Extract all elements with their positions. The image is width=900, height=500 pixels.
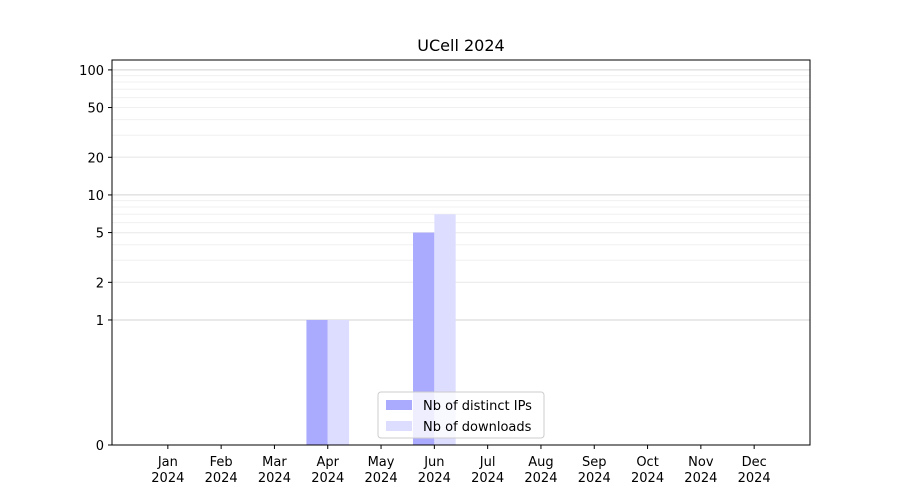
x-tick-label-month: Oct <box>636 455 658 470</box>
legend-box <box>377 391 545 439</box>
legend-swatch <box>386 421 412 431</box>
legend: Nb of distinct IPs Nb of downloads <box>377 391 545 439</box>
x-tick-label-month: Mar <box>262 455 287 470</box>
x-tick-label-year: 2024 <box>418 471 451 486</box>
y-tick-label: 50 <box>87 102 104 117</box>
legend-label: Nb of downloads <box>423 420 532 435</box>
bar-nb-of-distinct-ips-apr <box>306 319 328 445</box>
x-tick-label-year: 2024 <box>631 471 664 486</box>
chart-title: UCell 2024 <box>417 36 504 55</box>
x-tick-label-year: 2024 <box>258 471 291 486</box>
x-tick-label-year: 2024 <box>524 471 557 486</box>
y-tick-label: 2 <box>96 276 104 291</box>
x-tick-label-month: May <box>368 455 395 470</box>
x-tick-label-year: 2024 <box>205 471 238 486</box>
y-tick-label: 1 <box>96 314 104 329</box>
x-tick-label-month: Sep <box>582 455 607 470</box>
x-tick-label-month: Dec <box>742 455 767 470</box>
bar-nb-of-downloads-jun <box>434 214 456 445</box>
y-tick-label: 10 <box>87 189 104 204</box>
x-tick-label-year: 2024 <box>151 471 184 486</box>
plot-frame <box>111 59 811 446</box>
x-tick-label-month: Apr <box>316 455 339 470</box>
x-tick-label-month: Aug <box>528 455 553 470</box>
legend-swatch <box>386 400 412 410</box>
x-tick-label-year: 2024 <box>684 471 717 486</box>
legend-label: Nb of distinct IPs <box>423 399 532 414</box>
y-tick-label: 20 <box>87 151 104 166</box>
y-tick-label: 5 <box>96 227 104 242</box>
x-tick-label-month: Jul <box>479 455 496 470</box>
y-tick-label: 100 <box>79 64 104 79</box>
x-tick-label-month: Jun <box>423 455 444 470</box>
x-axis: Jan2024Feb2024Mar2024Apr2024May2024Jun20… <box>151 445 771 486</box>
x-tick-label-year: 2024 <box>578 471 611 486</box>
bar-nb-of-downloads-apr <box>327 319 350 445</box>
x-tick-label-month: Jan <box>157 455 178 470</box>
x-tick-label-month: Feb <box>210 455 233 470</box>
grid-lines <box>112 69 810 321</box>
y-tick-label: 0 <box>96 439 104 454</box>
x-tick-label-year: 2024 <box>311 471 344 486</box>
x-tick-label-year: 2024 <box>471 471 504 486</box>
x-tick-label-month: Nov <box>688 455 714 470</box>
x-tick-label-year: 2024 <box>738 471 771 486</box>
x-tick-label-year: 2024 <box>365 471 398 486</box>
y-axis: 0 1 2 5 10 20 50 100 <box>79 64 112 454</box>
